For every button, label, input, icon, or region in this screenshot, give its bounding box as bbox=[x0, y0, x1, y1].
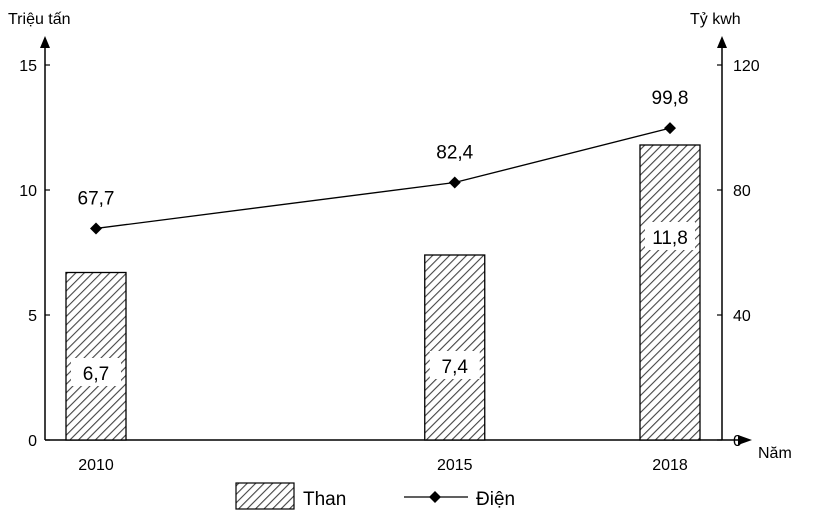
legend-swatch-dien-marker bbox=[429, 491, 441, 503]
right-tick-labels: 0 40 80 120 bbox=[717, 58, 760, 450]
left-axis-title: Triệu tấn bbox=[8, 11, 71, 28]
left-axis-arrow bbox=[40, 36, 50, 48]
line-dien-point bbox=[664, 122, 676, 135]
line-dien-path bbox=[95, 127, 671, 230]
bar-than bbox=[65, 271, 127, 441]
bar-than bbox=[424, 254, 486, 441]
left-tick-label: 5 bbox=[28, 308, 37, 325]
bar-value-label: 7,4 bbox=[442, 357, 469, 378]
bar-series-than: 6,7 7,4 11,8 bbox=[65, 144, 701, 441]
line-dien-point bbox=[448, 176, 461, 189]
line-value-label: 82,4 bbox=[436, 143, 473, 164]
right-axis-title: Tỷ kwh bbox=[690, 11, 741, 28]
right-tick-label: 0 bbox=[733, 433, 742, 450]
left-tick-label: 0 bbox=[28, 433, 37, 450]
bar-label-bg bbox=[645, 222, 695, 250]
legend-label-than: Than bbox=[303, 489, 346, 510]
x-tick-label: 2018 bbox=[652, 457, 688, 474]
line-dien-point bbox=[90, 222, 102, 235]
bar-value-label: 6,7 bbox=[83, 364, 109, 385]
right-tick-label: 40 bbox=[733, 308, 751, 325]
line-series-dien: 67,7 82,4 99,8 bbox=[78, 88, 689, 235]
x-axis-arrow bbox=[738, 435, 752, 445]
bar-value-label: 11,8 bbox=[652, 228, 688, 249]
right-tick-label: 120 bbox=[733, 58, 760, 75]
line-value-label: 99,8 bbox=[652, 88, 689, 109]
bar-than bbox=[639, 144, 701, 441]
left-tick-label: 10 bbox=[19, 183, 37, 200]
legend: Than Điện bbox=[235, 482, 515, 510]
line-value-label: 67,7 bbox=[78, 188, 115, 209]
left-tick-label: 15 bbox=[19, 58, 37, 75]
x-tick-label: 2015 bbox=[437, 457, 473, 474]
legend-label-dien: Điện bbox=[476, 489, 515, 510]
left-tick-labels: 0 5 10 15 bbox=[19, 58, 50, 450]
right-axis-arrow bbox=[717, 36, 727, 48]
x-tick-labels: 2010 2015 2018 bbox=[78, 457, 688, 474]
right-tick-label: 80 bbox=[733, 183, 751, 200]
x-tick-label: 2010 bbox=[78, 457, 114, 474]
legend-swatch-than bbox=[235, 482, 295, 510]
bar-label-bg bbox=[429, 351, 480, 379]
x-axis-title: Năm bbox=[758, 445, 792, 462]
bar-label-bg bbox=[71, 358, 121, 386]
